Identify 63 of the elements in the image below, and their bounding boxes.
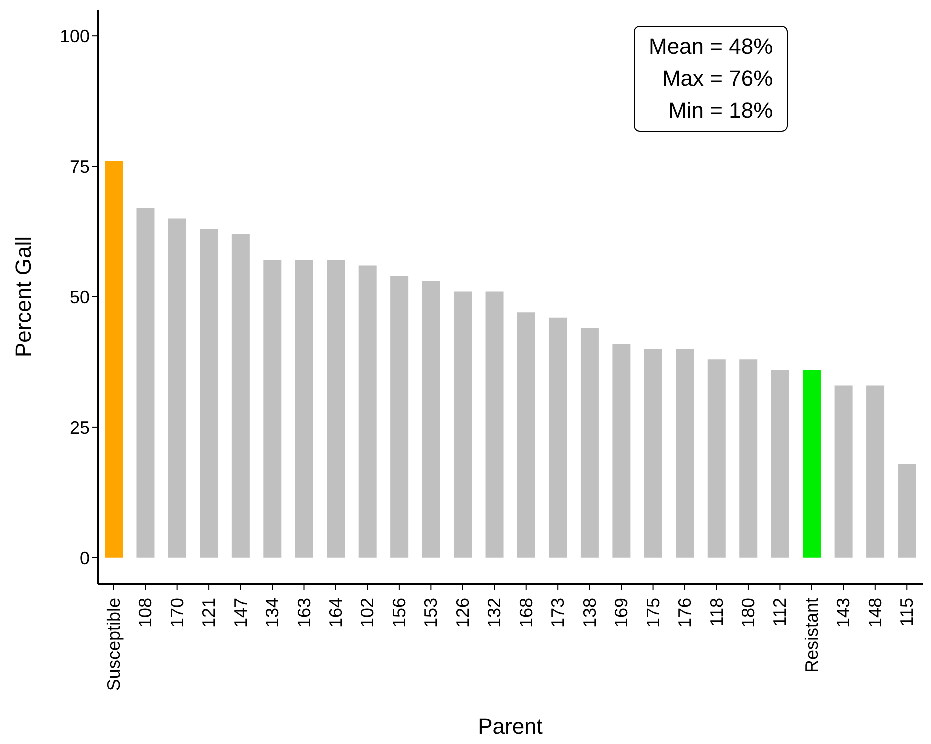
x-tick-label: 147 xyxy=(230,598,251,628)
bar xyxy=(486,292,504,558)
bar xyxy=(580,328,599,558)
x-tick-label: 164 xyxy=(326,598,346,628)
x-tick-label: 156 xyxy=(389,598,410,628)
bar xyxy=(644,349,662,558)
x-tick-label: 102 xyxy=(358,598,378,628)
x-tick-label: 115 xyxy=(897,598,918,627)
x-tick-label: 132 xyxy=(484,598,505,628)
bar xyxy=(612,344,631,558)
bar xyxy=(390,276,409,558)
bar xyxy=(518,312,536,558)
x-tick-label: Resistant xyxy=(802,598,822,674)
x-tick-label: 180 xyxy=(738,598,758,628)
bar xyxy=(866,386,885,558)
x-tick-label: 170 xyxy=(167,598,188,628)
bar xyxy=(422,281,440,558)
annotation: Mean = 48% xyxy=(649,33,774,61)
bar xyxy=(771,370,790,558)
bar xyxy=(803,370,822,558)
x-tick-label: 168 xyxy=(516,598,536,628)
annotation: Min = 18% xyxy=(668,97,774,125)
bar xyxy=(898,464,916,558)
x-tick-label: 118 xyxy=(706,598,727,627)
y-tick-label: 100 xyxy=(60,26,90,46)
bar xyxy=(676,349,694,558)
bar xyxy=(295,260,314,558)
bar xyxy=(327,260,346,558)
x-tick-label: 148 xyxy=(865,598,886,628)
note-box: Mean = 48% Max = 76% Min = 18% xyxy=(634,26,788,132)
x-tick-label: 126 xyxy=(452,598,473,628)
x-tick-label: 112 xyxy=(770,598,790,627)
bar xyxy=(549,318,568,558)
x-tick-label: 175 xyxy=(643,598,664,628)
x-tick-label: 134 xyxy=(262,598,283,628)
x-tick-label: 169 xyxy=(612,598,632,628)
bar xyxy=(454,292,472,558)
x-tick-label: Susceptible xyxy=(104,598,124,692)
bar xyxy=(358,266,377,558)
x-tick-label: 121 xyxy=(199,598,220,628)
annotation: Max = 76% xyxy=(661,65,774,93)
bar xyxy=(834,386,853,558)
y-tick-label: 50 xyxy=(70,287,90,308)
bar xyxy=(740,360,758,558)
bar xyxy=(264,260,282,558)
x-axis-title: Parent xyxy=(478,714,543,739)
bar xyxy=(708,360,726,558)
x-tick-label: 153 xyxy=(421,598,442,628)
x-tick-label: 108 xyxy=(136,598,156,628)
bar xyxy=(105,161,123,558)
x-tick-label: 176 xyxy=(675,598,696,628)
y-tick-label: 0 xyxy=(80,548,90,568)
bar xyxy=(136,208,155,558)
x-tick-label: 163 xyxy=(294,598,314,628)
bar xyxy=(200,229,218,558)
bar xyxy=(168,218,186,558)
x-tick-label: 143 xyxy=(834,598,854,628)
x-tick-label: 173 xyxy=(548,598,568,628)
bar xyxy=(232,234,250,558)
y-tick-label: 25 xyxy=(70,418,90,438)
x-tick-label: 138 xyxy=(580,598,600,628)
y-tick-label: 75 xyxy=(70,156,90,177)
y-axis-title: Percent Gall xyxy=(10,236,36,358)
